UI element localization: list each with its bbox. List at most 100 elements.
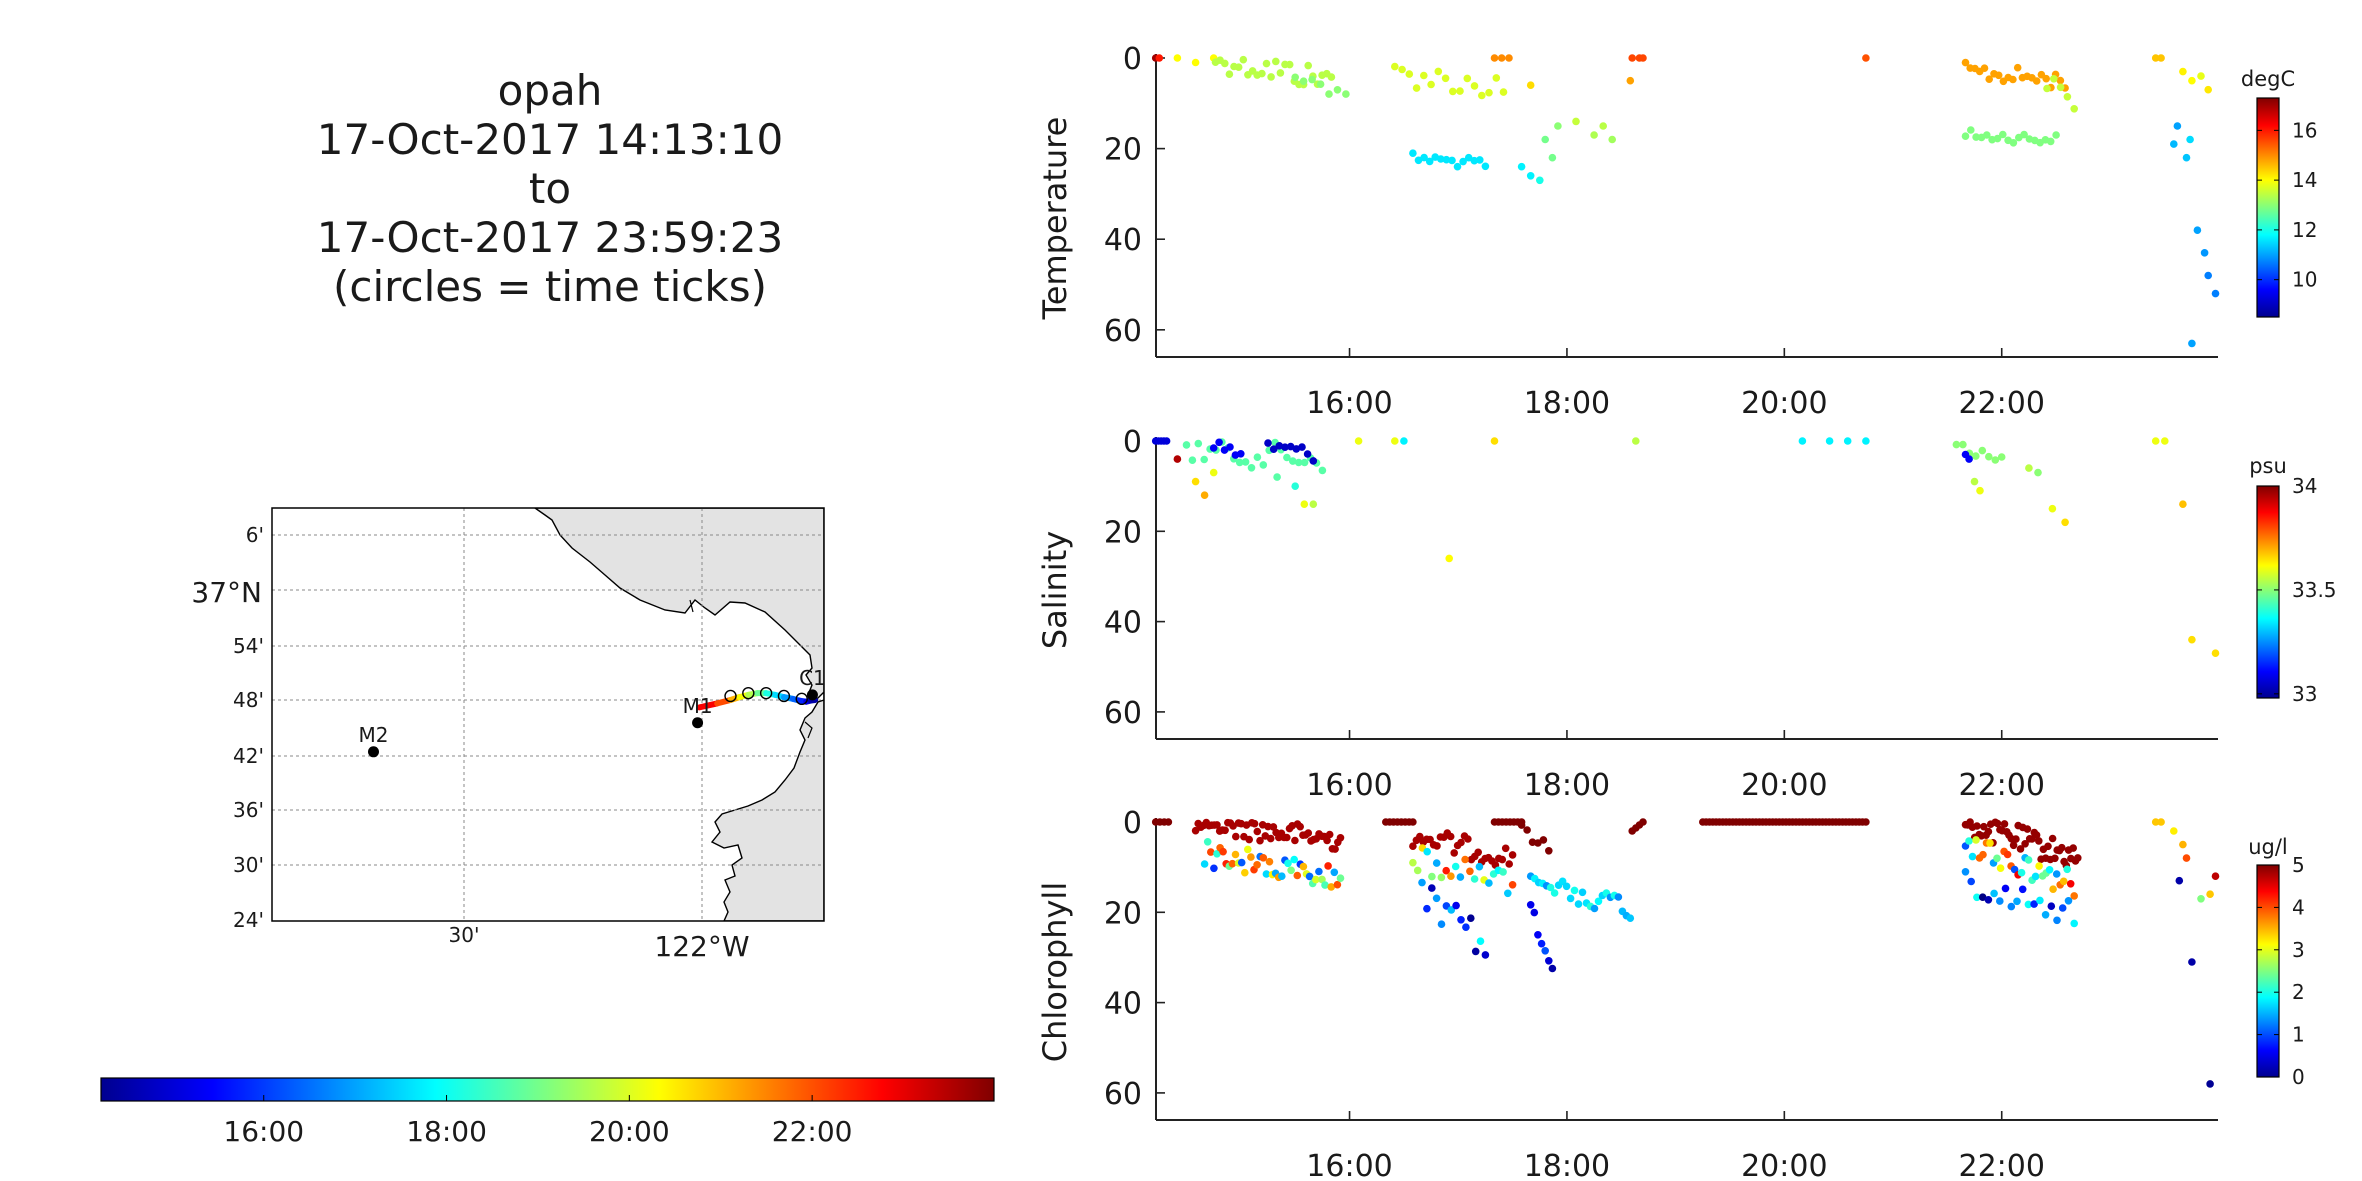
data-point (1470, 875, 1479, 883)
ylabel-chlorophyll: Chlorophyll (1036, 882, 1074, 1062)
data-point (2063, 93, 2072, 101)
data-point (1562, 882, 1571, 891)
data-point (1970, 477, 1979, 486)
map-lat-label: 42' (233, 744, 264, 768)
x-tick-label: 18:00 (1524, 386, 1610, 421)
data-point (2018, 885, 2027, 894)
x-tick-label: 22:00 (1958, 1149, 2044, 1181)
data-point (1203, 838, 1212, 846)
data-point (2035, 862, 2043, 870)
data-point (1526, 172, 1535, 180)
data-point (1993, 134, 2002, 143)
data-point (1541, 947, 1549, 955)
colorbar-tick-label: 2 (2292, 980, 2305, 1004)
data-point (2031, 872, 2040, 881)
colorbar-tick-label: 33.5 (2292, 578, 2337, 602)
colorbar-gradient (2256, 485, 2280, 699)
data-point (1498, 855, 1507, 864)
data-point (1452, 901, 1460, 910)
data-point (1999, 130, 2007, 139)
data-point (1979, 850, 1987, 859)
data-point (1264, 439, 1272, 447)
colorbar-tick-label: 10 (2292, 268, 2317, 292)
data-point (1155, 54, 1164, 62)
time-colorbar-tick-label: 18:00 (406, 1115, 487, 1148)
data-point (1299, 77, 1308, 85)
data-point (1308, 75, 1316, 84)
data-point (1451, 862, 1460, 871)
x-tick-label: 16:00 (1306, 386, 1392, 421)
data-point (1554, 122, 1562, 130)
data-point (2052, 131, 2060, 139)
data-point (1973, 822, 1981, 830)
title-line: opah (497, 66, 603, 115)
data-point (1632, 437, 1640, 445)
data-point (1508, 851, 1517, 859)
time-colorbar-tick-label: 16:00 (223, 1115, 304, 1148)
data-point (1993, 819, 2002, 828)
data-point (1215, 438, 1223, 447)
data-point (1258, 69, 1266, 78)
data-point (1427, 80, 1435, 89)
colorbar-gradient (2256, 864, 2280, 1078)
data-point (1300, 458, 1309, 467)
data-point (1504, 889, 1512, 898)
data-point (1425, 157, 1434, 166)
data-point (1432, 859, 1441, 867)
data-point (1517, 821, 1526, 829)
time-tick-circle (742, 686, 755, 700)
data-point (1247, 464, 1256, 472)
data-point (1423, 904, 1431, 913)
data-point (2024, 900, 2033, 909)
data-point (1321, 881, 1329, 889)
map-lat-label: 48' (233, 688, 264, 712)
time-colorbar-tick-label: 20:00 (589, 1115, 670, 1148)
data-point (1296, 822, 1304, 831)
data-point (1245, 835, 1253, 844)
map-lat-label: 36' (233, 798, 264, 822)
y-tick-label: 60 (1104, 1077, 1142, 1112)
data-point (1537, 939, 1546, 948)
unit-temperature: degC (2241, 67, 2295, 91)
y-tick-label: 60 (1104, 696, 1142, 731)
data-point (1990, 889, 1998, 898)
data-point (2170, 827, 2178, 835)
data-point (1997, 453, 2006, 461)
station-label: M1 (683, 694, 713, 718)
title-line: to (528, 164, 572, 213)
data-point (1209, 468, 1218, 477)
data-point (2049, 885, 2057, 893)
data-point (1449, 87, 1457, 96)
colorbar-tick-label: 0 (2292, 1065, 2305, 1089)
x-tick-label: 20:00 (1741, 768, 1827, 803)
data-point (2034, 468, 2042, 477)
data-point (1164, 818, 1173, 826)
data-point (1434, 67, 1443, 76)
data-point (1275, 442, 1284, 450)
data-point (1461, 855, 1469, 864)
x-tick-label: 22:00 (1958, 768, 2044, 803)
data-point (2009, 841, 2018, 850)
data-point (1463, 74, 1472, 83)
data-point (1550, 889, 1559, 897)
data-point (1490, 54, 1499, 62)
time-tick-circle (777, 689, 791, 703)
data-point (1476, 937, 1485, 945)
data-point (1471, 947, 1480, 956)
station-label: C1 (799, 666, 826, 690)
data-point (1959, 440, 1967, 449)
data-point (1293, 871, 1302, 880)
data-point (1200, 455, 1208, 464)
data-point (2053, 916, 2061, 925)
data-point (2061, 518, 2069, 527)
data-point (1546, 883, 1555, 892)
data-point (1291, 73, 1299, 82)
data-point (1304, 61, 1312, 70)
data-point (1501, 844, 1510, 853)
data-point (1325, 830, 1334, 839)
data-point (1536, 176, 1544, 185)
data-point (1448, 156, 1456, 165)
time-colorbar: 16:00 18:00 20:00 22:00 (100, 1077, 995, 1148)
data-point (1272, 57, 1280, 66)
unit-chlorophyll: ug/l (2248, 835, 2288, 859)
